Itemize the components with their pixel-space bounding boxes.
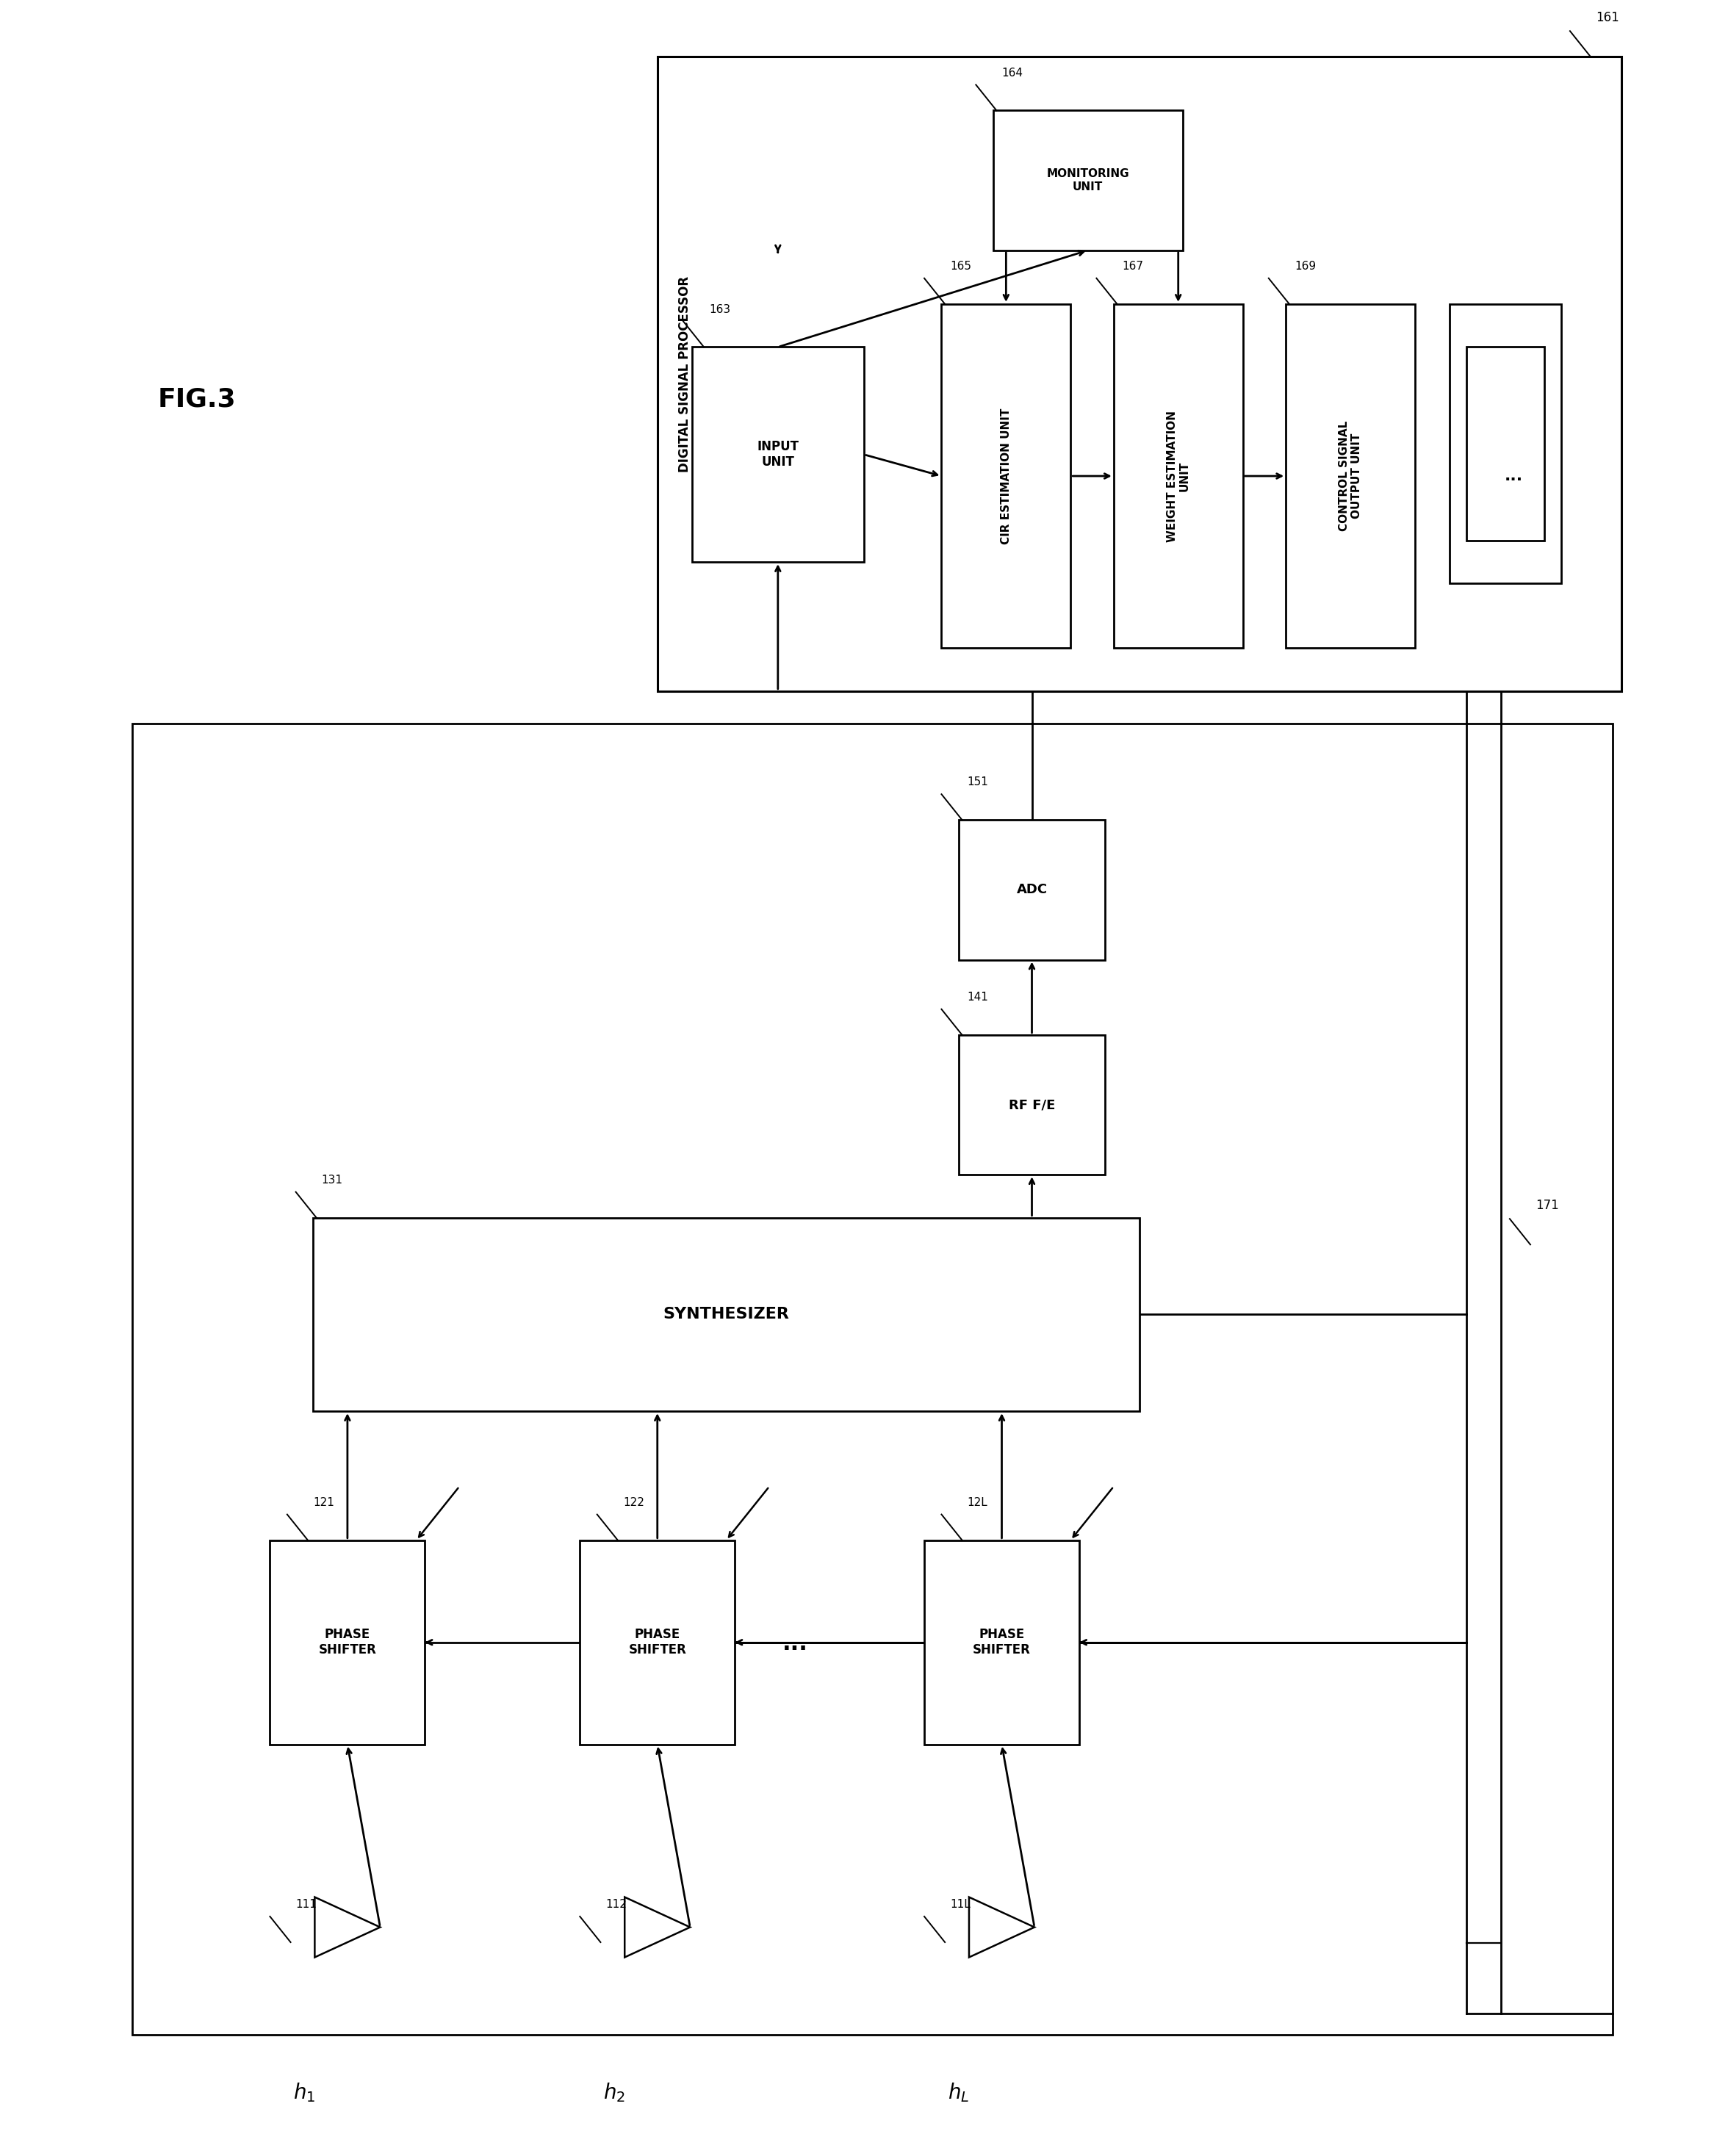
- Polygon shape: [624, 1897, 689, 1958]
- Text: ...: ...: [1505, 468, 1524, 483]
- Bar: [1450, 304, 1562, 584]
- Bar: [657, 56, 1621, 692]
- Text: FIG.3: FIG.3: [157, 386, 237, 412]
- Bar: [942, 304, 1071, 649]
- Text: PHASE
SHIFTER: PHASE SHIFTER: [973, 1628, 1030, 1656]
- Bar: [1286, 304, 1415, 649]
- Bar: [959, 819, 1106, 959]
- Text: 121: 121: [313, 1496, 334, 1507]
- Text: $h_L$: $h_L$: [949, 2081, 969, 2104]
- Text: RF F/E: RF F/E: [1009, 1097, 1056, 1112]
- Text: DIGITAL SIGNAL PROCESSOR: DIGITAL SIGNAL PROCESSOR: [677, 276, 691, 472]
- Text: $h_1$: $h_1$: [294, 2081, 316, 2104]
- Bar: [1467, 347, 1545, 541]
- Text: ...: ...: [783, 1632, 809, 1654]
- Text: 171: 171: [1536, 1199, 1559, 1212]
- Bar: [1113, 304, 1242, 649]
- Text: $h_2$: $h_2$: [603, 2081, 626, 2104]
- Text: 122: 122: [622, 1496, 645, 1507]
- Text: PHASE
SHIFTER: PHASE SHIFTER: [318, 1628, 377, 1656]
- Bar: [581, 1539, 734, 1744]
- Text: 165: 165: [950, 261, 971, 272]
- Text: 164: 164: [1002, 67, 1023, 78]
- Bar: [270, 1539, 425, 1744]
- Text: 11L: 11L: [950, 1899, 971, 1910]
- Text: MONITORING
UNIT: MONITORING UNIT: [1047, 168, 1128, 192]
- Bar: [924, 1539, 1080, 1744]
- Bar: [691, 347, 864, 563]
- Text: PHASE
SHIFTER: PHASE SHIFTER: [629, 1628, 686, 1656]
- Text: WEIGHT ESTIMATION
UNIT: WEIGHT ESTIMATION UNIT: [1166, 410, 1191, 541]
- Polygon shape: [314, 1897, 380, 1958]
- Polygon shape: [969, 1897, 1035, 1958]
- Text: 167: 167: [1121, 261, 1144, 272]
- Text: ADC: ADC: [1016, 884, 1047, 897]
- Text: 169: 169: [1294, 261, 1315, 272]
- Text: 111: 111: [295, 1899, 316, 1910]
- Text: 112: 112: [607, 1899, 627, 1910]
- Bar: [133, 722, 1612, 2035]
- Text: 163: 163: [708, 304, 731, 315]
- Text: 151: 151: [968, 776, 988, 787]
- Text: 161: 161: [1595, 11, 1619, 24]
- Text: CONTROL SIGNAL
OUTPUT UNIT: CONTROL SIGNAL OUTPUT UNIT: [1339, 420, 1362, 530]
- Text: INPUT
UNIT: INPUT UNIT: [757, 440, 798, 468]
- Bar: [959, 1035, 1106, 1175]
- Text: 131: 131: [321, 1175, 342, 1186]
- Bar: [994, 110, 1182, 250]
- Text: SYNTHESIZER: SYNTHESIZER: [664, 1307, 790, 1322]
- Text: 141: 141: [968, 992, 988, 1003]
- Bar: [313, 1218, 1139, 1412]
- Text: CIR ESTIMATION UNIT: CIR ESTIMATION UNIT: [1001, 407, 1011, 543]
- Text: 12L: 12L: [968, 1496, 988, 1507]
